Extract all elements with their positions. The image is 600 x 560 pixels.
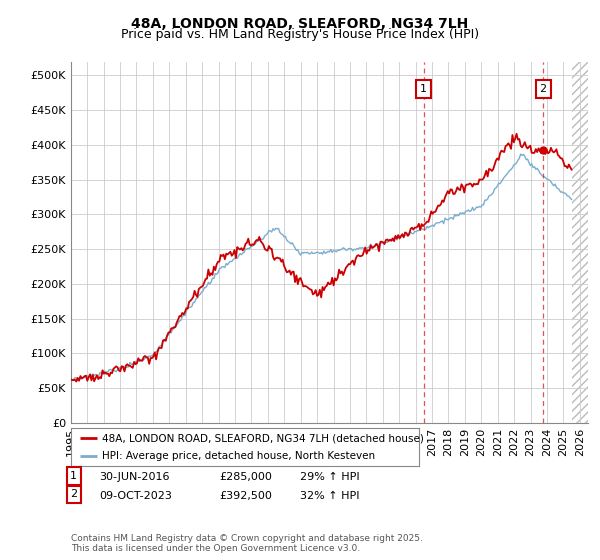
Text: 32% ↑ HPI: 32% ↑ HPI (300, 491, 359, 501)
Text: £392,500: £392,500 (219, 491, 272, 501)
Text: 29% ↑ HPI: 29% ↑ HPI (300, 472, 359, 482)
Text: 1: 1 (70, 471, 77, 481)
Text: £285,000: £285,000 (219, 472, 272, 482)
Text: 48A, LONDON ROAD, SLEAFORD, NG34 7LH: 48A, LONDON ROAD, SLEAFORD, NG34 7LH (131, 17, 469, 31)
Bar (572, 62, 588, 423)
Text: 2: 2 (539, 85, 547, 95)
Text: 09-OCT-2023: 09-OCT-2023 (99, 491, 172, 501)
Text: HPI: Average price, detached house, North Kesteven: HPI: Average price, detached house, Nort… (102, 451, 375, 461)
Text: Price paid vs. HM Land Registry's House Price Index (HPI): Price paid vs. HM Land Registry's House … (121, 28, 479, 41)
Text: 30-JUN-2016: 30-JUN-2016 (99, 472, 170, 482)
Text: Contains HM Land Registry data © Crown copyright and database right 2025.
This d: Contains HM Land Registry data © Crown c… (71, 534, 422, 553)
Text: 48A, LONDON ROAD, SLEAFORD, NG34 7LH (detached house): 48A, LONDON ROAD, SLEAFORD, NG34 7LH (de… (102, 433, 424, 443)
Text: 2: 2 (70, 489, 77, 500)
Text: 1: 1 (421, 85, 427, 95)
